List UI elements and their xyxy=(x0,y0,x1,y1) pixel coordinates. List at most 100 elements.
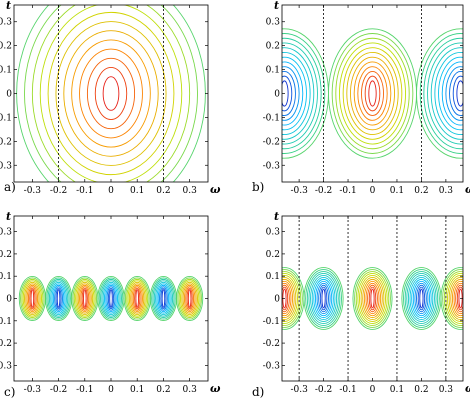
contour-level xyxy=(443,271,463,326)
contour-level xyxy=(76,281,94,316)
contour-level xyxy=(365,282,380,315)
contour-level xyxy=(94,67,128,120)
y-axis-label: t xyxy=(274,0,279,12)
contour-level xyxy=(282,269,303,328)
x-tick-label: -0.3 xyxy=(24,186,42,196)
y-tick-label: -0.1 xyxy=(263,317,280,327)
contour-level xyxy=(282,75,293,112)
contour-level xyxy=(27,286,37,311)
contour-level xyxy=(335,37,410,150)
contour-level xyxy=(318,284,329,313)
contour-level xyxy=(321,288,326,309)
panel-1: -0.3 -0.2 -0.1 0 0.1 0.2 0.3 0.3 0.2 0.1 0 -0.1 -0.2… xyxy=(252,0,470,196)
contour-level xyxy=(86,57,136,130)
contour-level xyxy=(282,70,296,117)
contour-level xyxy=(156,283,171,314)
contour-level xyxy=(441,61,463,126)
contour-level xyxy=(404,271,439,326)
contour-level xyxy=(449,70,463,117)
contour-level xyxy=(109,289,113,308)
contour-level xyxy=(183,284,196,313)
contour-level xyxy=(423,37,463,150)
contour-level xyxy=(430,47,463,140)
y-tick-label: 0.1 xyxy=(0,272,12,282)
contour-level xyxy=(411,278,432,319)
contour-level xyxy=(29,287,36,310)
contour-level xyxy=(98,277,124,320)
contour-level xyxy=(282,66,300,121)
contour-level xyxy=(282,52,311,135)
y-tick-label: -0.1 xyxy=(0,317,12,327)
contour-level xyxy=(456,286,463,311)
contour-level xyxy=(346,52,399,135)
contour-level xyxy=(364,75,381,112)
contour-level xyxy=(440,267,463,330)
x-tick-label: -0.1 xyxy=(339,385,356,395)
contour-level xyxy=(316,282,331,315)
x-tick-label: -0.2 xyxy=(315,186,332,196)
panel-label: d) xyxy=(252,385,264,399)
panel-0: -0.3 -0.2 -0.1 0 0.1 0.2 0.3 0.3 0.2 0.1 0 -0.1 -0.2… xyxy=(0,0,221,196)
x-tick-label: 0.3 xyxy=(439,186,454,196)
contour-level xyxy=(102,281,120,316)
contour-level xyxy=(357,66,388,121)
panel-2: -0.3 -0.2 -0.1 0 0.1 0.2 0.3 0.3 0.2 0.1 0 -0.1 -0.2… xyxy=(0,210,221,399)
contour-level xyxy=(176,275,204,322)
contour-level xyxy=(107,287,115,310)
contour-level xyxy=(126,278,149,319)
contour-level xyxy=(450,278,463,319)
contour-level xyxy=(419,288,424,309)
contour-level xyxy=(22,280,42,317)
contour-level xyxy=(282,42,318,145)
contour-level xyxy=(24,281,41,316)
contour-level xyxy=(445,66,463,121)
y-tick-label: -0.3 xyxy=(263,361,281,371)
contour-level xyxy=(451,280,463,317)
contour-level xyxy=(77,283,92,314)
contour-lines xyxy=(18,275,204,322)
x-tick-label: 0.2 xyxy=(414,385,428,395)
contour-level xyxy=(447,275,463,322)
contour-level xyxy=(442,269,463,328)
contour-lines xyxy=(282,267,463,330)
x-tick-label: 0.1 xyxy=(390,385,404,395)
contour-level xyxy=(20,277,45,320)
contour-level xyxy=(47,11,175,176)
y-tick-label: 0.3 xyxy=(0,18,12,28)
y-axis-label: t xyxy=(6,210,11,223)
x-tick-label: -0.3 xyxy=(290,385,308,395)
contour-level xyxy=(153,280,174,317)
x-tick-label: 0.2 xyxy=(156,186,170,196)
contour-level xyxy=(186,287,193,310)
contour-level xyxy=(100,278,122,319)
contour-level xyxy=(81,287,88,310)
x-tick-label: -0.3 xyxy=(290,186,308,196)
contour-level xyxy=(83,289,87,308)
x-tick-label: -0.2 xyxy=(50,385,67,395)
y-tick-label: 0.1 xyxy=(0,66,12,76)
contour-level xyxy=(72,277,98,320)
x-tick-label: 0.1 xyxy=(130,385,144,395)
contour-level xyxy=(160,287,167,310)
contour-level xyxy=(359,274,386,323)
y-tick-label: 0.3 xyxy=(266,18,281,28)
contour-level xyxy=(453,282,463,315)
contour-level xyxy=(328,28,417,159)
contour-level xyxy=(26,284,39,313)
y-tick-label: -0.3 xyxy=(0,161,12,171)
x-tick-label: -0.1 xyxy=(76,186,93,196)
contour-level xyxy=(155,281,172,316)
contour-level xyxy=(368,286,377,311)
contour-level xyxy=(282,278,295,319)
x-tick-label: -0.1 xyxy=(339,186,356,196)
contour-level xyxy=(75,280,95,317)
contour-level xyxy=(308,273,339,324)
contour-level xyxy=(282,276,297,321)
y-axis-label: t xyxy=(6,0,11,12)
contour-level xyxy=(406,273,437,324)
y-tick-label: 0 xyxy=(6,90,12,100)
y-tick-label: 0.1 xyxy=(266,272,280,282)
x-tick-label: 0 xyxy=(370,385,376,395)
contour-level xyxy=(105,284,117,313)
y-tick-label: 0 xyxy=(274,90,280,100)
